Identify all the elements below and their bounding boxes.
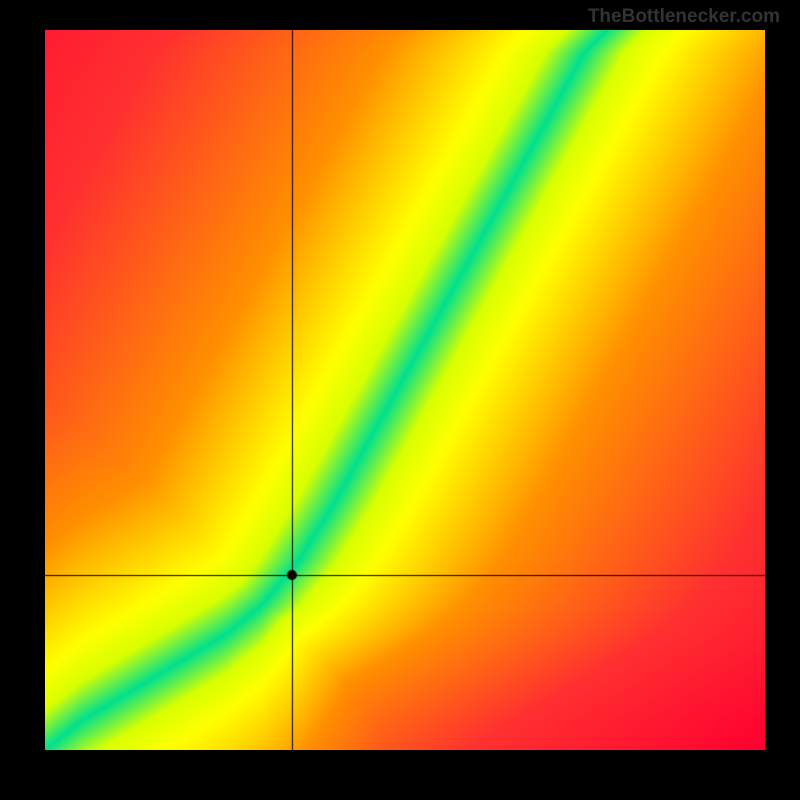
heatmap-plot [45, 30, 765, 750]
watermark-text: TheBottlenecker.com [588, 6, 780, 28]
heatmap-canvas [45, 30, 765, 750]
